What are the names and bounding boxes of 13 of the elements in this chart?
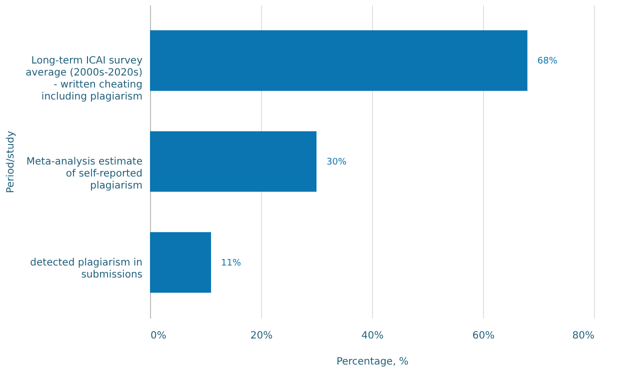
data-label: 68% <box>537 56 558 67</box>
y-tick-label: Meta-analysis estimate of self-reported plagiarism <box>26 156 142 192</box>
data-label: 11% <box>221 258 242 268</box>
x-tick-label: 0% <box>150 330 166 342</box>
x-tick-label: 40% <box>361 330 384 342</box>
y-axis-title: Period/study <box>6 130 17 194</box>
x-tick-label: 60% <box>472 330 495 342</box>
data-label: 30% <box>326 158 347 168</box>
x-tick-label: 20% <box>250 330 273 342</box>
x-tick-label: 80% <box>572 330 594 342</box>
y-tick-label: detected plagiarism in submissions <box>30 257 142 280</box>
y-tick-label: Long-term ICAI survey average (2000s-2020s) - written cheating including plagiarism <box>26 56 143 103</box>
x-axis-title: Percentage, % <box>336 356 409 368</box>
